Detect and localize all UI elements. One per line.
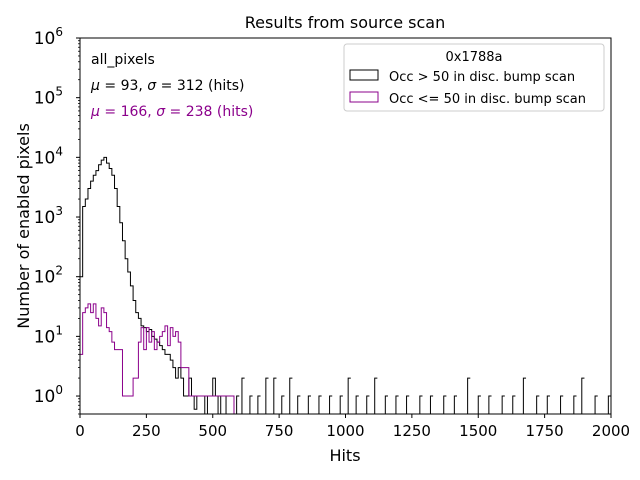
sigma-value: 312 — [177, 78, 204, 94]
y-tick-label: 100 — [34, 383, 63, 407]
y-tick-exponent: 1 — [55, 323, 63, 337]
histogram-step-line — [79, 156, 612, 414]
legend-title: 0x1788a — [445, 50, 502, 65]
unit-text: (hits) — [208, 78, 244, 94]
y-tick-exponent: 6 — [55, 25, 63, 39]
mu-symbol: μ — [90, 78, 100, 94]
unit-text: (hits) — [217, 104, 253, 120]
series-layer — [79, 156, 612, 414]
y-tick-exponent: 3 — [55, 204, 63, 218]
annotation-stats-purple: μ = 166, σ = 238 (hits) — [90, 104, 253, 120]
x-tick-label: 1250 — [393, 422, 431, 440]
y-tick-exponent: 0 — [55, 383, 63, 397]
x-axis-label: Hits — [329, 446, 360, 465]
x-tick-label: 1000 — [326, 422, 364, 440]
y-tick-label: 105 — [34, 85, 63, 109]
x-tick-label: 2000 — [592, 422, 630, 440]
series-0 — [79, 156, 612, 414]
sigma-symbol: σ — [147, 78, 157, 94]
annotation-block: all_pixels μ = 93, σ = 312 (hits) μ = 16… — [90, 52, 253, 120]
y-tick-base: 10 — [34, 387, 56, 407]
y-tick-exponent: 2 — [55, 264, 63, 278]
sigma-value: 238 — [186, 104, 213, 120]
legend-label-occ-le-50: Occ <= 50 in disc. bump scan — [389, 92, 586, 107]
histogram-step-line — [79, 303, 235, 414]
legend-box — [343, 43, 605, 112]
x-tick-label: 250 — [132, 422, 161, 440]
eq-text: = — [100, 78, 121, 94]
x-tick-label: 0 — [75, 422, 85, 440]
plot-area: 0 250 500 750 1000 1250 1500 1750 2000 100101102… — [34, 25, 630, 440]
y-axis-label: Number of enabled pixels — [14, 123, 33, 329]
y-tick-base: 10 — [34, 89, 56, 109]
x-axis: 0 250 500 750 1000 1250 1500 1750 2000 — [75, 414, 630, 440]
sigma-symbol: σ — [156, 104, 166, 120]
x-tick-label: 1750 — [526, 422, 564, 440]
y-tick-base: 10 — [34, 327, 56, 347]
legend-swatch-occ-gt-50 — [349, 69, 379, 81]
eq-text: = — [100, 104, 121, 120]
x-tick-label: 1500 — [459, 422, 497, 440]
y-tick-label: 101 — [34, 323, 63, 347]
legend-swatch-occ-le-50 — [349, 91, 379, 103]
mu-value: 93 — [121, 78, 139, 94]
y-tick-exponent: 5 — [55, 85, 63, 99]
annotation-label: all_pixels — [91, 52, 155, 68]
eq-text: = — [156, 78, 177, 94]
sep-text: , — [147, 104, 156, 120]
y-tick-label: 104 — [34, 144, 63, 168]
legend: 0x1788a Occ > 50 in disc. bump scan Occ … — [343, 43, 605, 112]
y-tick-label: 103 — [34, 204, 63, 228]
y-tick-exponent: 4 — [55, 144, 63, 158]
y-tick-base: 10 — [34, 148, 56, 168]
legend-label-occ-gt-50: Occ > 50 in disc. bump scan — [389, 70, 575, 85]
y-tick-base: 10 — [34, 29, 56, 49]
chart-title: Results from source scan — [245, 13, 445, 32]
mu-value: 166 — [121, 104, 148, 120]
annotation-stats-black: μ = 93, σ = 312 (hits) — [90, 78, 244, 94]
series-1 — [79, 303, 235, 414]
sep-text: , — [138, 78, 147, 94]
y-tick-label: 106 — [34, 25, 63, 49]
eq-text: = — [165, 104, 186, 120]
x-tick-label: 500 — [198, 422, 227, 440]
x-tick-label: 750 — [265, 422, 294, 440]
y-tick-base: 10 — [34, 268, 56, 288]
y-tick-base: 10 — [34, 208, 56, 228]
y-tick-label: 102 — [34, 264, 63, 288]
mu-symbol: μ — [90, 104, 100, 120]
